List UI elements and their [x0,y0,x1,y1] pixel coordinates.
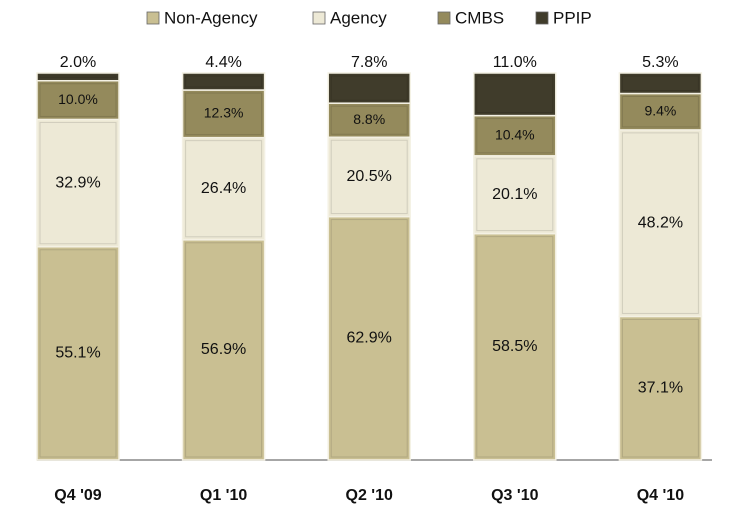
bar-segment [473,114,557,157]
bar-segment [181,239,266,461]
x-tick-label: Q1 '10 [200,487,247,504]
bar-segment-edge [330,105,408,135]
bar-segment [618,129,703,318]
legend-swatch [437,11,451,25]
x-tick-label: Q2 '10 [346,487,393,504]
legend-swatch [146,11,160,25]
data-label: 5.3% [642,54,678,71]
data-label: 58.5% [492,338,537,355]
legend-swatch [312,11,326,25]
bar-segment [327,102,411,138]
bar-segment-edge [330,219,408,458]
bar-segment-edge [476,118,554,154]
data-label: 48.2% [638,214,683,231]
x-tick-label: Q3 '10 [491,487,538,504]
bar-segment-edge [476,158,554,232]
data-label: 4.4% [205,54,241,71]
data-label: 37.1% [638,379,683,396]
bar-segment [618,72,703,95]
data-label: 8.8% [353,111,385,127]
data-label: 2.0% [60,54,96,71]
bar-segment [327,72,411,104]
bar-segment [618,315,703,461]
data-label: 9.4% [644,102,676,118]
bar-segment-edge [476,75,554,114]
data-label: 10.4% [495,126,535,142]
data-label: 12.3% [204,105,244,121]
data-label: 20.5% [347,168,392,185]
bar-segment [473,72,557,117]
bar-segment-edge [621,75,699,92]
data-label: 10.0% [58,91,98,107]
bar-segment-edge [330,139,408,215]
bar-segment-edge [621,132,699,314]
bar-segment [473,155,557,235]
bar-segment [36,118,120,248]
bar-segment-edge [621,318,699,458]
legend-text: Non-Agency [164,8,258,27]
bar-segment [618,92,703,131]
bar-segment-edge [39,75,117,79]
data-label: 62.9% [347,330,392,347]
legend-text: PPIP [553,8,592,27]
bar-segment-edge [39,83,117,117]
bar-segment-edge [330,75,408,101]
data-label: 32.9% [55,174,100,191]
data-label: 11.0% [493,54,537,71]
bar-segment-edge [185,92,263,136]
x-tick-label: Q4 '09 [54,487,101,504]
bar-segment-edge [185,242,263,458]
bar-segment [36,246,120,461]
data-label: 26.4% [201,180,246,197]
bar-segment [181,72,266,91]
data-label: 20.1% [492,186,537,203]
legend-text: Agency [330,8,387,27]
x-tick-label: Q4 '10 [637,487,684,504]
bar-segment [327,215,411,461]
bar-segment-edge [476,236,554,458]
data-label: 55.1% [55,345,100,362]
bar-segment-edge [39,121,117,245]
bar-segment [327,136,411,218]
bar-segment [473,232,557,461]
data-label: 7.8% [351,54,387,71]
bar-segment [181,89,266,139]
bar-segment-edge [185,140,263,238]
legend-text: CMBS [455,8,504,27]
bar-segment [36,79,120,121]
bar-segment-edge [185,75,263,88]
bar-segment-edge [39,249,117,458]
data-label: 56.9% [201,341,246,358]
bar-segment-edge [621,96,699,128]
legend-swatch [535,11,549,25]
bar-segment [36,72,120,82]
